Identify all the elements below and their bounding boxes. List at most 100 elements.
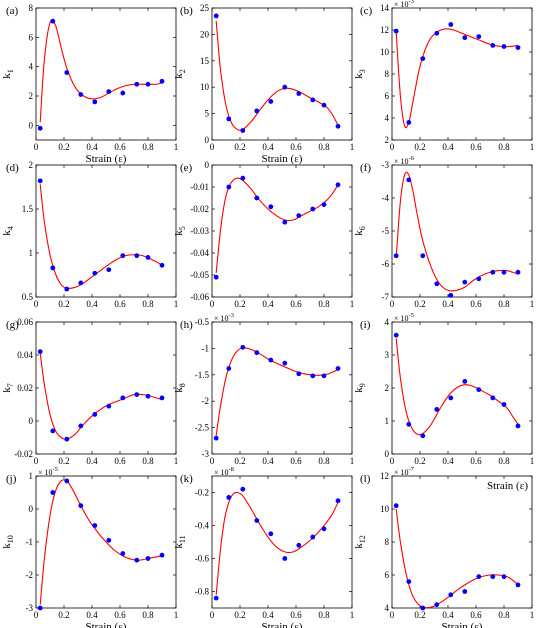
x-tick-label: 0.4 bbox=[86, 610, 98, 620]
x-tick-label: 0 bbox=[390, 610, 395, 620]
data-point bbox=[420, 56, 426, 61]
subplot-j: (j) × 10-5 -3 -2 -1 0 1 0 0.2 0.4 0.6 0.8 1 Strain (ε… bbox=[1, 466, 178, 628]
data-point bbox=[50, 428, 56, 434]
data-point bbox=[335, 182, 341, 188]
data-point bbox=[321, 202, 327, 208]
y-tick-label: 5 bbox=[205, 109, 210, 119]
data-point bbox=[213, 435, 219, 441]
x-tick-label: 0.8 bbox=[318, 610, 330, 620]
x-tick-label: 0.6 bbox=[290, 610, 302, 620]
x-tick-label: 0.6 bbox=[114, 299, 126, 309]
data-point bbox=[434, 30, 440, 36]
data-point bbox=[448, 292, 454, 298]
x-tick-label: 0.6 bbox=[290, 142, 302, 152]
data-point bbox=[145, 81, 151, 87]
y-tick-label: 0 bbox=[205, 160, 210, 170]
axis-box bbox=[391, 475, 533, 609]
y-axis-label: k8 bbox=[173, 383, 187, 393]
data-point bbox=[448, 22, 454, 27]
y-axis-label: k3 bbox=[353, 69, 367, 79]
fit-curve bbox=[215, 491, 339, 595]
exponent-label: × 10-5 bbox=[38, 466, 58, 477]
fit-curve bbox=[39, 184, 163, 289]
subplot-e: (e) -0.06 -0.05 -0.04 -0.03 -0.02 -0.01 0 0 0.2 0.… bbox=[173, 160, 354, 309]
y-tick-label: -0.03 bbox=[190, 226, 209, 236]
x-tick-label: 1 bbox=[350, 456, 355, 466]
x-tick-label: 0.2 bbox=[58, 142, 69, 152]
exponent-label: × 10-5 bbox=[394, 312, 414, 323]
x-tick-label: 0.6 bbox=[290, 299, 302, 309]
data-point bbox=[462, 279, 468, 285]
x-tick-label: 0 bbox=[34, 610, 39, 620]
x-tick-label: 0.8 bbox=[142, 610, 154, 620]
y-tick-label: -0.4 bbox=[195, 521, 210, 531]
y-tick-label: 8 bbox=[29, 3, 34, 13]
exponent-label: × 10-3 bbox=[394, 0, 414, 9]
data-point bbox=[321, 373, 327, 379]
y-tick-label: 4 bbox=[385, 113, 390, 123]
data-point bbox=[515, 582, 521, 588]
data-point bbox=[226, 116, 232, 122]
y-tick-label: -1 bbox=[26, 537, 34, 547]
x-tick-label: 0 bbox=[210, 142, 215, 152]
y-tick-label: -0.6 bbox=[195, 554, 210, 564]
x-tick-label: 0.4 bbox=[86, 456, 98, 466]
y-tick-label: -1 bbox=[202, 343, 210, 353]
fit-curve bbox=[215, 347, 339, 436]
data-point bbox=[321, 526, 327, 532]
y-tick-label: 3 bbox=[385, 350, 390, 360]
y-tick-label: 6 bbox=[385, 91, 390, 101]
fit-curve bbox=[39, 353, 163, 440]
data-point bbox=[159, 395, 165, 401]
data-point bbox=[515, 269, 521, 275]
x-tick-label: 0.4 bbox=[262, 142, 274, 152]
data-point bbox=[213, 274, 219, 280]
x-tick-label: 1 bbox=[174, 299, 179, 309]
panel-label: (c) bbox=[360, 5, 373, 17]
y-axis-label: k12 bbox=[353, 535, 367, 549]
x-tick-label: 0.6 bbox=[470, 299, 482, 309]
x-tick-label: 0.8 bbox=[142, 456, 154, 466]
panel-label: (l) bbox=[360, 473, 371, 485]
x-axis-label: Strain (ε) bbox=[86, 153, 127, 165]
data-point bbox=[490, 574, 496, 580]
x-tick-label: 0.6 bbox=[114, 610, 126, 620]
y-tick-label: 0.5 bbox=[22, 292, 34, 302]
y-tick-label: -6 bbox=[382, 259, 390, 269]
y-tick-label: 0 bbox=[29, 120, 34, 130]
data-point bbox=[434, 281, 440, 287]
y-axis-label: k2 bbox=[173, 69, 187, 79]
subplot-k: (k) × 10-8 -0.8 -0.6 -0.4 -0.2 0 0.2 0.4 0.6 0.8 1 S… bbox=[173, 466, 354, 628]
panel-label: (a) bbox=[6, 5, 19, 17]
x-tick-label: 0.8 bbox=[142, 142, 154, 152]
x-tick-label: 1 bbox=[350, 142, 355, 152]
y-tick-label: 2 bbox=[29, 91, 34, 101]
data-point bbox=[226, 495, 232, 500]
data-point bbox=[159, 552, 165, 558]
data-point bbox=[393, 503, 399, 509]
y-tick-label: 4 bbox=[385, 317, 390, 327]
y-tick-label: 25 bbox=[200, 3, 210, 13]
data-point bbox=[393, 28, 399, 34]
y-axis-label: k9 bbox=[353, 383, 367, 393]
x-tick-label: 1 bbox=[530, 610, 535, 620]
fit-curve bbox=[395, 508, 519, 608]
data-point bbox=[92, 523, 98, 528]
data-point bbox=[120, 395, 126, 401]
data-point bbox=[254, 108, 260, 114]
x-tick-label: 0 bbox=[34, 142, 39, 152]
data-point bbox=[420, 605, 426, 611]
y-tick-label: 2 bbox=[385, 383, 390, 393]
data-point bbox=[501, 269, 507, 275]
data-point bbox=[50, 18, 56, 24]
y-tick-label: -0.02 bbox=[14, 449, 33, 459]
subplot-l: (l) × 10-7 4 6 8 10 12 0 0.2 0.4 0.6 0.8 1 Strain (ε)… bbox=[353, 466, 534, 628]
data-point bbox=[476, 34, 482, 39]
data-point bbox=[50, 490, 56, 495]
data-point bbox=[393, 332, 399, 338]
data-point bbox=[134, 392, 140, 397]
x-tick-label: 0.4 bbox=[86, 299, 98, 309]
x-tick-label: 0.8 bbox=[498, 456, 510, 466]
